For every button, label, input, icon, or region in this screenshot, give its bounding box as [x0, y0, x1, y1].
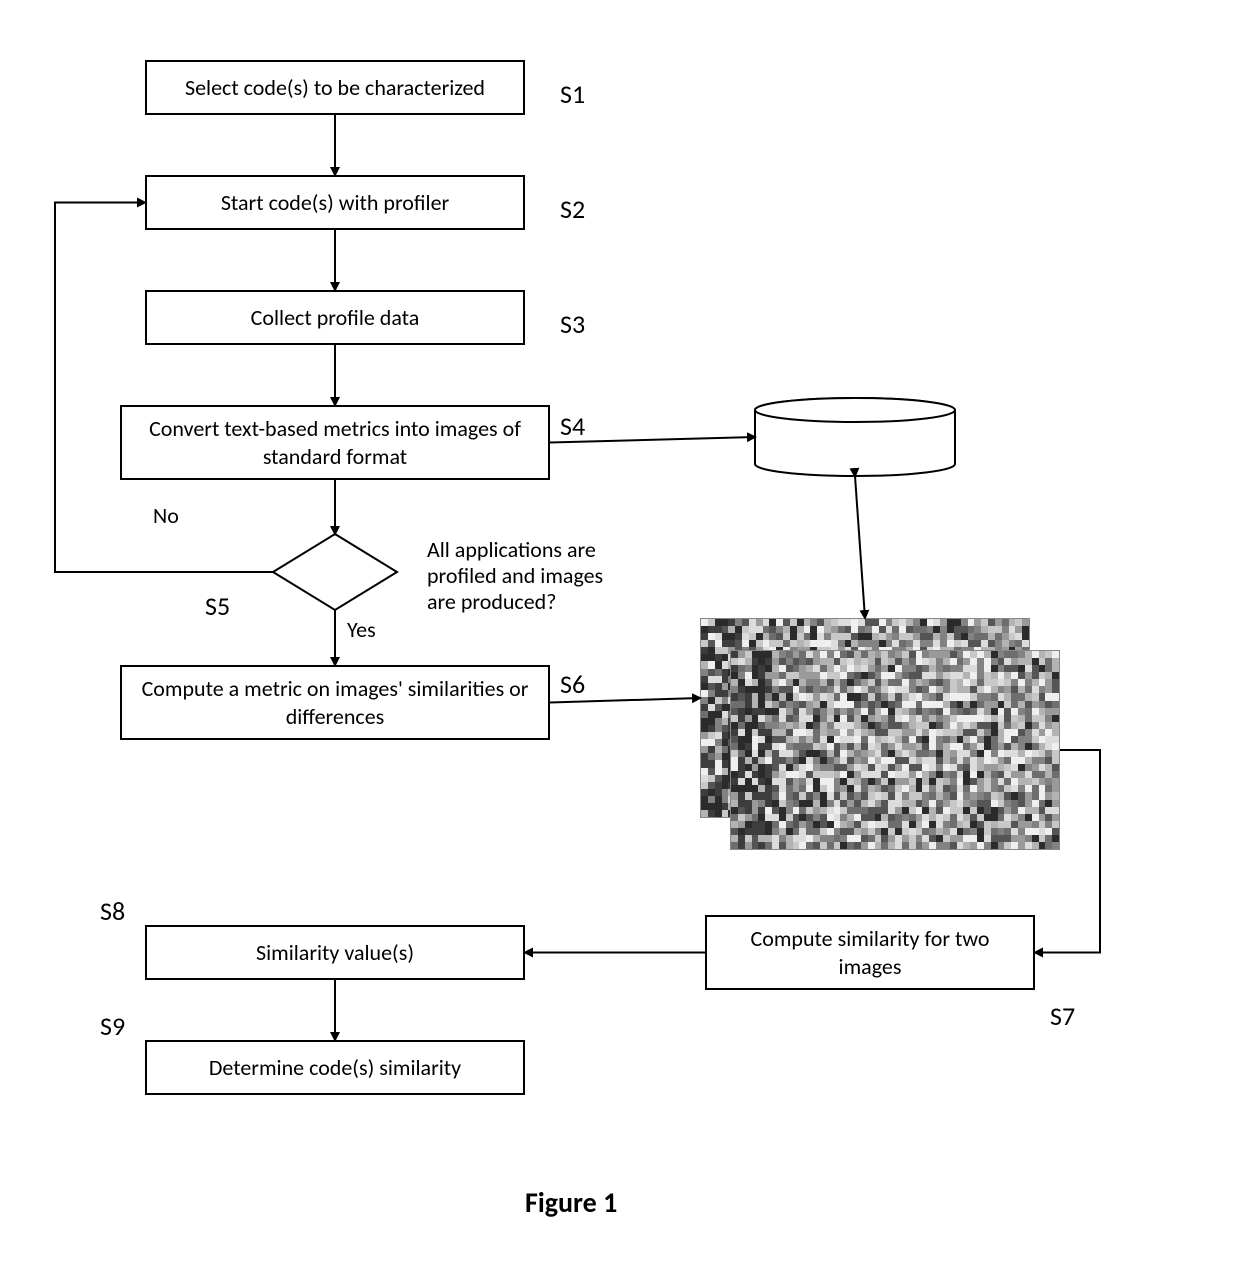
process-box-s6: Compute a metric on images' similarities… — [120, 665, 550, 740]
step-label-s1: S1 — [560, 78, 585, 110]
step-label-s4: S4 — [560, 410, 585, 442]
diagram-canvas: Select code(s) to be characterized Start… — [0, 0, 1240, 1276]
step-label-s7: S7 — [1050, 1000, 1075, 1032]
decision-question-line: profiled and images — [427, 562, 603, 589]
box-text: Convert text-based metrics into images o… — [132, 415, 538, 470]
process-box-s3: Collect profile data — [145, 290, 525, 345]
step-label-s5: S5 — [205, 590, 230, 622]
step-label-s8: S8 — [100, 895, 125, 927]
process-box-s8: Similarity value(s) — [145, 925, 525, 980]
step-label-s2: S2 — [560, 193, 585, 225]
box-text: Collect profile data — [251, 304, 420, 332]
sample-image-front — [730, 650, 1060, 850]
step-label-s3: S3 — [560, 308, 585, 340]
decision-yes-label: Yes — [347, 616, 376, 643]
box-text: Start code(s) with profiler — [221, 189, 449, 217]
process-box-s4: Convert text-based metrics into images o… — [120, 405, 550, 480]
decision-no-label: No — [153, 502, 179, 529]
process-box-s2: Start code(s) with profiler — [145, 175, 525, 230]
box-text: Compute a metric on images' similarities… — [132, 675, 538, 730]
box-text: Compute similarity for two images — [717, 925, 1023, 980]
process-box-s1: Select code(s) to be characterized — [145, 60, 525, 115]
decision-question-line: All applications are — [427, 536, 596, 563]
process-box-s7: Compute similarity for two images — [705, 915, 1035, 990]
box-text: Similarity value(s) — [256, 939, 414, 967]
process-box-s9: Determine code(s) similarity — [145, 1040, 525, 1095]
box-text: Select code(s) to be characterized — [185, 74, 485, 102]
figure-caption: Figure 1 — [525, 1185, 617, 1220]
box-text: Determine code(s) similarity — [209, 1054, 461, 1082]
database-label: Images store — [785, 429, 899, 456]
decision-question-line: are produced? — [427, 588, 556, 615]
step-label-s6: S6 — [560, 668, 585, 700]
step-label-s9: S9 — [100, 1010, 125, 1042]
